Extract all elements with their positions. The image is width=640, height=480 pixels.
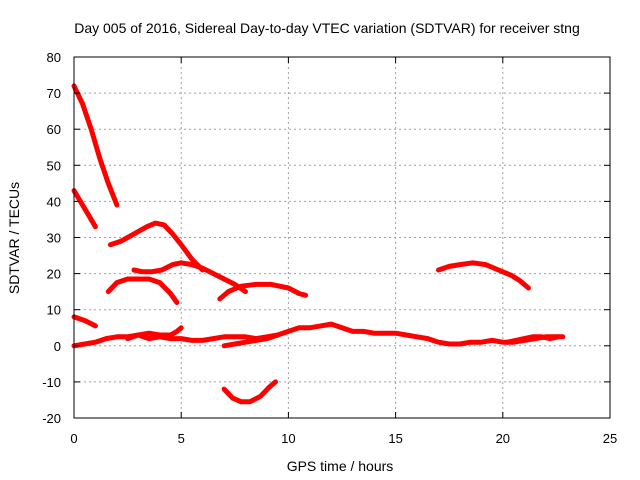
series-arc-6 [105,276,180,305]
series-arc-7 [217,281,309,302]
y-tick-label: 30 [47,231,61,246]
series-arc-12 [436,260,531,291]
y-tick-label: 50 [47,158,61,173]
x-tick-label: 0 [70,431,77,446]
series-arc-11 [221,379,278,405]
y-tick-label: 10 [47,303,61,318]
y-tick-label: 60 [47,122,61,137]
series-arc-8 [71,321,566,349]
series-arc-10 [221,332,281,349]
series-arc-4 [107,220,206,273]
y-tick-label: -20 [42,411,61,426]
y-tick-label: 0 [54,339,61,354]
series-arc-1 [71,83,120,208]
y-tick-label: -10 [42,375,61,390]
chart-title: Day 005 of 2016, Sidereal Day-to-day VTE… [74,20,580,36]
series-group [71,83,566,405]
x-tick-label: 25 [603,431,617,446]
y-tick-label: 80 [47,50,61,65]
y-axis-title: SDTVAR / TECUs [6,182,22,294]
x-tick-label: 5 [178,431,185,446]
series-arc-9 [125,325,184,342]
x-tick-label: 20 [496,431,510,446]
x-tick-label: 15 [388,431,402,446]
y-tick-label: 70 [47,86,61,101]
grid [74,57,610,418]
series-arc-13 [504,334,561,345]
x-tick-label: 10 [281,431,295,446]
series-arc-2 [71,188,98,230]
series-arc-3 [71,314,98,329]
y-tick-label: 20 [47,267,61,282]
axis-ticks: 0 5 10 15 20 25 -20 -10 0 10 20 30 40 50 60 70 80 [42,50,617,446]
x-axis-title: GPS time / hours [287,458,394,474]
y-tick-label: 40 [47,194,61,209]
series-arc-5 [131,260,248,295]
